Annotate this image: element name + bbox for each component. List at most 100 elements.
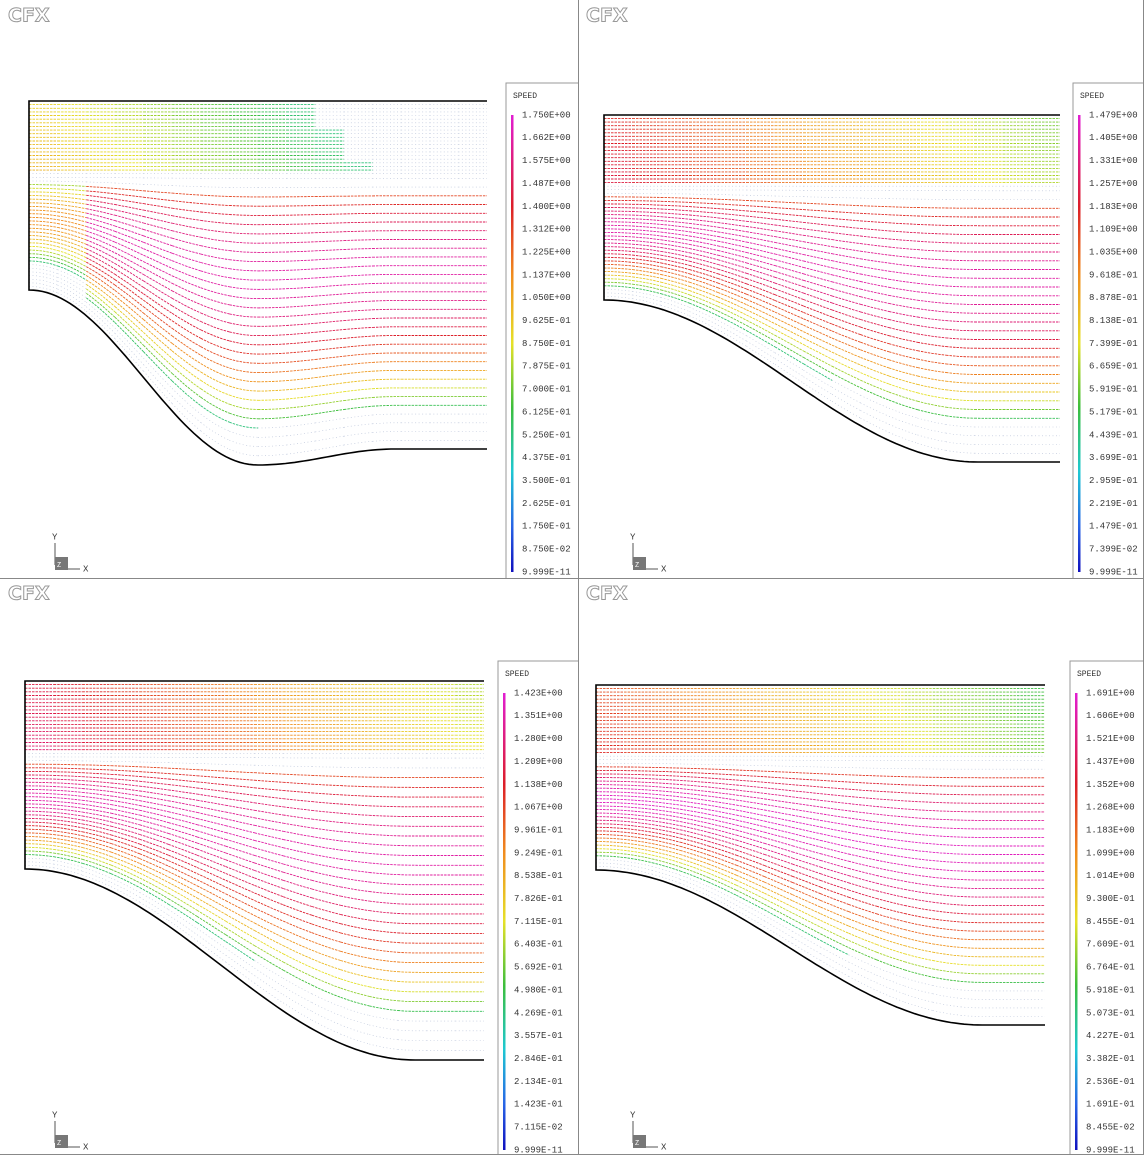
vector-row	[315, 355, 344, 360]
vector-row	[917, 367, 947, 373]
vector-row	[139, 809, 169, 818]
panel: CFX SPEED 1.423E+00 1.351E+00 1.280E+00 1.209…	[0, 578, 579, 1155]
vector-row	[197, 793, 226, 799]
vector-row	[717, 194, 747, 196]
vector-row	[200, 363, 230, 378]
vector-row	[888, 286, 918, 293]
vector-row	[831, 401, 861, 419]
vector-row	[848, 882, 877, 892]
legend-label: 5.179E-01	[1089, 407, 1138, 417]
legend-label: 7.000E-01	[522, 385, 571, 395]
vector-row	[792, 808, 821, 815]
logo: CFX	[8, 583, 50, 605]
vector-row	[286, 232, 316, 235]
vector-row	[196, 940, 226, 963]
vector-row	[652, 770, 681, 773]
vector-row	[820, 826, 849, 833]
vector-row	[876, 821, 905, 826]
vector-row	[229, 449, 259, 457]
vector-row	[86, 261, 116, 280]
vector-row	[139, 872, 169, 889]
vector-row	[888, 254, 918, 259]
vector-row	[200, 270, 230, 279]
vector-row	[624, 806, 653, 810]
color-bar	[511, 115, 514, 572]
vector-row	[945, 276, 975, 279]
vector-row	[689, 243, 719, 251]
vector-row	[945, 424, 975, 428]
vector-row	[111, 773, 140, 777]
vector-row	[820, 859, 849, 869]
vector-row	[369, 1024, 398, 1031]
vector-row	[254, 869, 284, 881]
vector-row	[200, 337, 230, 351]
vector-row	[876, 882, 905, 890]
vector-row	[831, 267, 861, 275]
vector-row	[595, 837, 625, 840]
legend-label: 4.269E-01	[514, 1008, 563, 1018]
vector-row	[876, 967, 905, 979]
vector-row	[200, 295, 230, 306]
vector-row	[736, 864, 765, 878]
vector-row	[139, 887, 169, 905]
vector-row	[229, 367, 259, 374]
vector-row	[168, 903, 198, 923]
vector-row	[774, 253, 804, 262]
vector-row	[57, 200, 87, 205]
vector-row	[803, 311, 833, 325]
vector-row	[680, 784, 709, 788]
vector-row	[254, 907, 284, 922]
vector-row	[82, 776, 112, 780]
vector-row	[340, 932, 370, 940]
vector-row	[652, 812, 681, 818]
vector-row	[168, 898, 198, 917]
vector-row	[708, 809, 737, 816]
vector-row	[200, 354, 230, 369]
vector-row	[860, 258, 890, 264]
vector-row	[139, 838, 169, 851]
vector-row	[904, 848, 933, 853]
vector-row	[225, 845, 255, 856]
legend-label: 1.351E+00	[514, 711, 563, 721]
vector-row	[82, 839, 112, 849]
vector-row	[369, 900, 398, 905]
vector-row	[876, 852, 905, 858]
vector-row	[139, 795, 169, 802]
legend-label: 4.227E-01	[1086, 1031, 1135, 1041]
vector-row	[168, 887, 198, 905]
vector-row	[632, 211, 662, 214]
vector-row	[945, 372, 975, 375]
vector-row	[283, 855, 312, 864]
vector-row	[736, 769, 765, 772]
vector-row	[200, 228, 230, 234]
vector-row	[717, 287, 747, 300]
vector-row	[595, 848, 625, 851]
vector-row	[110, 847, 140, 860]
vector-row	[595, 791, 625, 793]
vector-row	[708, 804, 737, 811]
vector-row	[689, 252, 719, 261]
legend-title: SPEED	[513, 92, 537, 101]
vector-row	[286, 395, 316, 400]
vector-row	[792, 906, 821, 921]
vector-row	[652, 843, 681, 851]
vector-row	[736, 889, 765, 905]
vector-row	[53, 789, 83, 793]
vector-row	[225, 920, 255, 939]
vector-row	[315, 409, 344, 415]
vector-row	[689, 269, 719, 279]
vector-row	[652, 797, 681, 802]
vector-row	[28, 227, 58, 232]
vector-row	[283, 896, 313, 907]
vector-row	[53, 782, 83, 785]
vector-row	[311, 801, 341, 805]
legend-label: 1.137E+00	[522, 270, 571, 280]
vector-row	[200, 380, 230, 396]
axis-z: Z	[57, 562, 61, 570]
vector-row	[200, 405, 230, 423]
vector-row	[139, 897, 169, 916]
vector-row	[792, 875, 821, 888]
vector-row	[258, 279, 287, 281]
vector-row	[139, 901, 169, 921]
vector-row	[736, 784, 765, 789]
